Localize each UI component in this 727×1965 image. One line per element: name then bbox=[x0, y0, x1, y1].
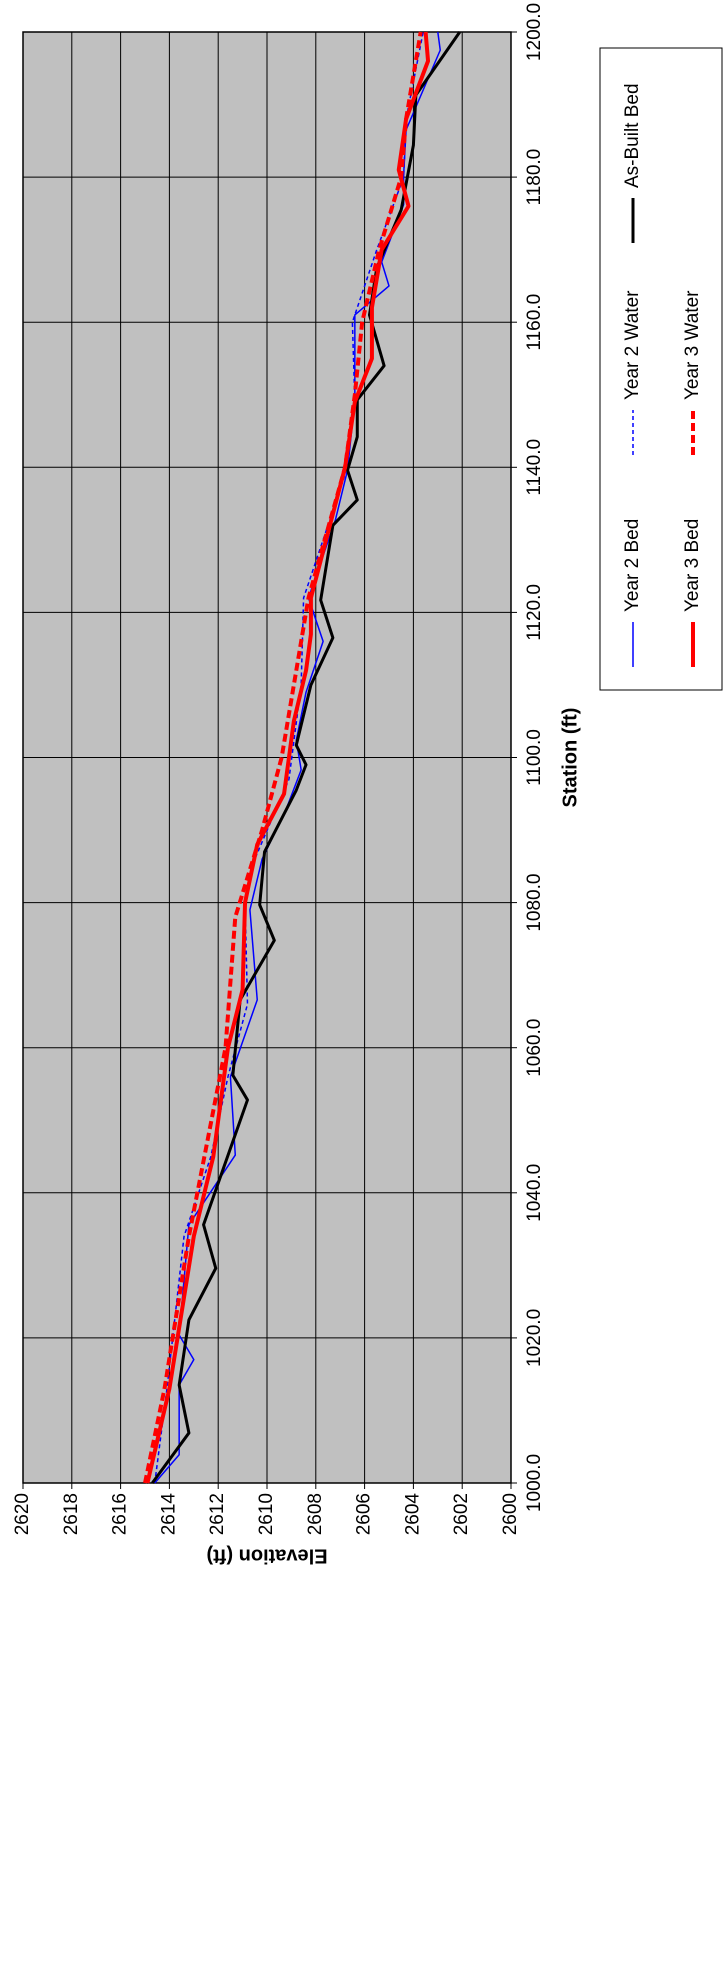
x-tick-label: 1000.0 bbox=[524, 1454, 545, 1512]
y-tick-label: 2616 bbox=[110, 1493, 131, 1535]
legend-label: Year 2 Bed bbox=[622, 519, 643, 612]
legend-label: As-Built Bed bbox=[622, 83, 643, 188]
y-tick-label: 2610 bbox=[256, 1493, 277, 1535]
x-tick-label: 1040.0 bbox=[524, 1164, 545, 1222]
rotated-chart: Station (ft) Elevation (ft) 2600 2602 2604… bbox=[12, 3, 723, 1567]
x-tick-label: 1100.0 bbox=[524, 729, 545, 786]
x-tick-label: 1080.0 bbox=[524, 874, 545, 932]
y-tick-label: 2600 bbox=[500, 1493, 521, 1535]
y-tick-label: 2620 bbox=[12, 1493, 33, 1535]
y-tick-label: 2604 bbox=[402, 1493, 423, 1536]
x-tick-label: 1180.0 bbox=[524, 149, 545, 206]
legend-label: Year 3 Water bbox=[682, 290, 703, 400]
x-tick-label: 1160.0 bbox=[524, 294, 545, 351]
y-tick-label: 2602 bbox=[451, 1493, 472, 1535]
x-tick-label: 1200.0 bbox=[524, 3, 545, 61]
y-tick-label: 2606 bbox=[354, 1493, 375, 1535]
x-tick-label: 1060.0 bbox=[524, 1019, 545, 1077]
y-tick-label: 2612 bbox=[207, 1493, 228, 1535]
y-tick-label: 2608 bbox=[305, 1493, 326, 1535]
x-axis-title: Station (ft) bbox=[559, 708, 581, 808]
x-tick-label: 1140.0 bbox=[524, 439, 545, 496]
y-tick-label: 2618 bbox=[61, 1493, 82, 1535]
legend-box bbox=[599, 47, 723, 691]
series-line bbox=[143, 31, 423, 1484]
legend-label: Year 2 Water bbox=[622, 290, 643, 400]
y-tick-label: 2614 bbox=[158, 1493, 179, 1536]
x-tick-label: 1120.0 bbox=[524, 584, 545, 641]
x-tick-label: 1020.0 bbox=[524, 1309, 545, 1367]
plot-border bbox=[22, 31, 512, 1484]
y-axis-title: Elevation (ft) bbox=[206, 1545, 327, 1567]
legend-label: Year 3 Bed bbox=[682, 519, 703, 612]
series-line bbox=[145, 31, 431, 1484]
series-line bbox=[154, 31, 424, 1484]
